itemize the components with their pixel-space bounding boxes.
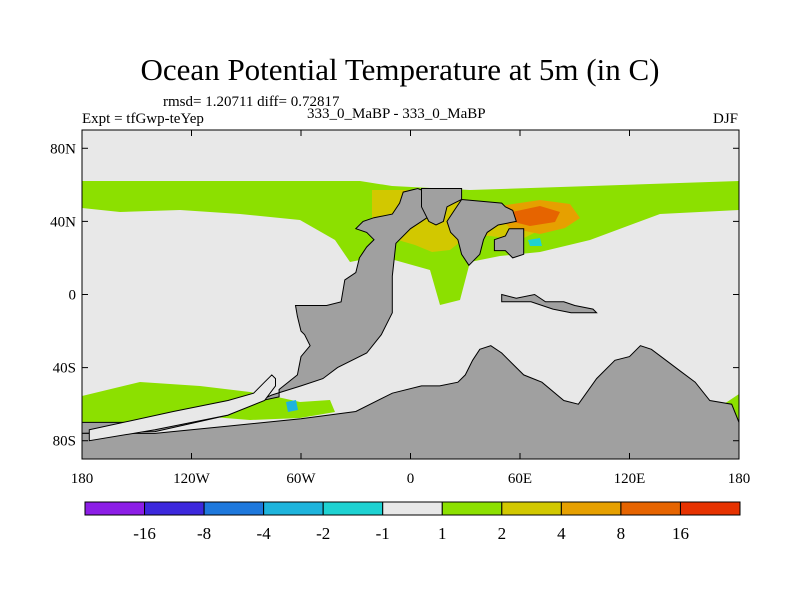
colorbar-label: -4 <box>257 524 272 543</box>
season-label: DJF <box>712 111 738 127</box>
y-tick-label: 40S <box>53 361 76 377</box>
colorbar-label: 8 <box>617 524 626 543</box>
colorbar-swatch <box>263 501 324 516</box>
stats-label: rmsd= 1.20711 diff= 0.72817 <box>163 94 340 110</box>
colorbar-label: 1 <box>438 524 447 543</box>
colorbar: -16 -8 -4 -2 -1 1 2 4 8 16 <box>84 501 741 543</box>
x-tick-label: 60W <box>286 471 316 487</box>
colorbar-swatch <box>501 501 562 516</box>
colorbar-swatch <box>203 501 265 516</box>
map-axes: 180 120W 60W 0 60E 120E 180 80N 40N 0 40S 80S <box>50 130 750 487</box>
y-tick-label: 40N <box>50 214 76 230</box>
land-africa-west <box>421 188 463 226</box>
x-tick-label: 60E <box>508 471 532 487</box>
colorbar-swatch <box>679 501 741 516</box>
colorbar-label: -16 <box>133 524 156 543</box>
map-content <box>82 181 739 459</box>
anomaly-deep-orange-north <box>512 206 560 226</box>
colorbar-swatch <box>382 501 443 516</box>
colorbar-label: 16 <box>672 524 689 543</box>
colorbar-label: 2 <box>498 524 507 543</box>
colorbar-swatch <box>620 501 681 516</box>
colorbar-swatch <box>84 501 146 516</box>
colorbar-label: -2 <box>316 524 330 543</box>
x-tick-label: 0 <box>407 471 415 487</box>
anomaly-cyan-south <box>286 400 298 412</box>
colorbar-label: -8 <box>197 524 211 543</box>
expt-label: Expt = tfGwp-teYep <box>82 111 204 127</box>
y-tick-label: 80N <box>50 141 76 157</box>
map-panel: 180 120W 60W 0 60E 120E 180 80N 40N 0 40S 80S <box>50 129 750 487</box>
x-tick-label: 120E <box>614 471 646 487</box>
land-america <box>82 187 441 434</box>
land-layer <box>82 187 739 459</box>
colorbar-swatch <box>560 501 622 516</box>
land-eurasia <box>446 198 517 267</box>
colorbar-swatch <box>322 501 384 516</box>
y-tick-label: 80S <box>53 434 76 450</box>
colorbar-label: -1 <box>376 524 390 543</box>
x-tick-label: 120W <box>173 471 211 487</box>
chart-title: Ocean Potential Temperature at 5m (in C) <box>140 52 660 87</box>
land-east-asia <box>493 228 525 259</box>
sea-tethys <box>88 374 276 442</box>
colorbar-label: 4 <box>557 524 566 543</box>
colorbar-swatch <box>441 501 503 516</box>
x-tick-label: 180 <box>71 471 94 487</box>
comparison-label: 333_0_MaBP - 333_0_MaBP <box>307 106 486 122</box>
anomaly-cyan-north <box>528 238 542 246</box>
land-india <box>501 293 598 314</box>
y-tick-label: 0 <box>69 288 77 304</box>
x-tick-label: 180 <box>728 471 751 487</box>
land-southern <box>82 345 739 459</box>
colorbar-swatch <box>144 501 205 516</box>
